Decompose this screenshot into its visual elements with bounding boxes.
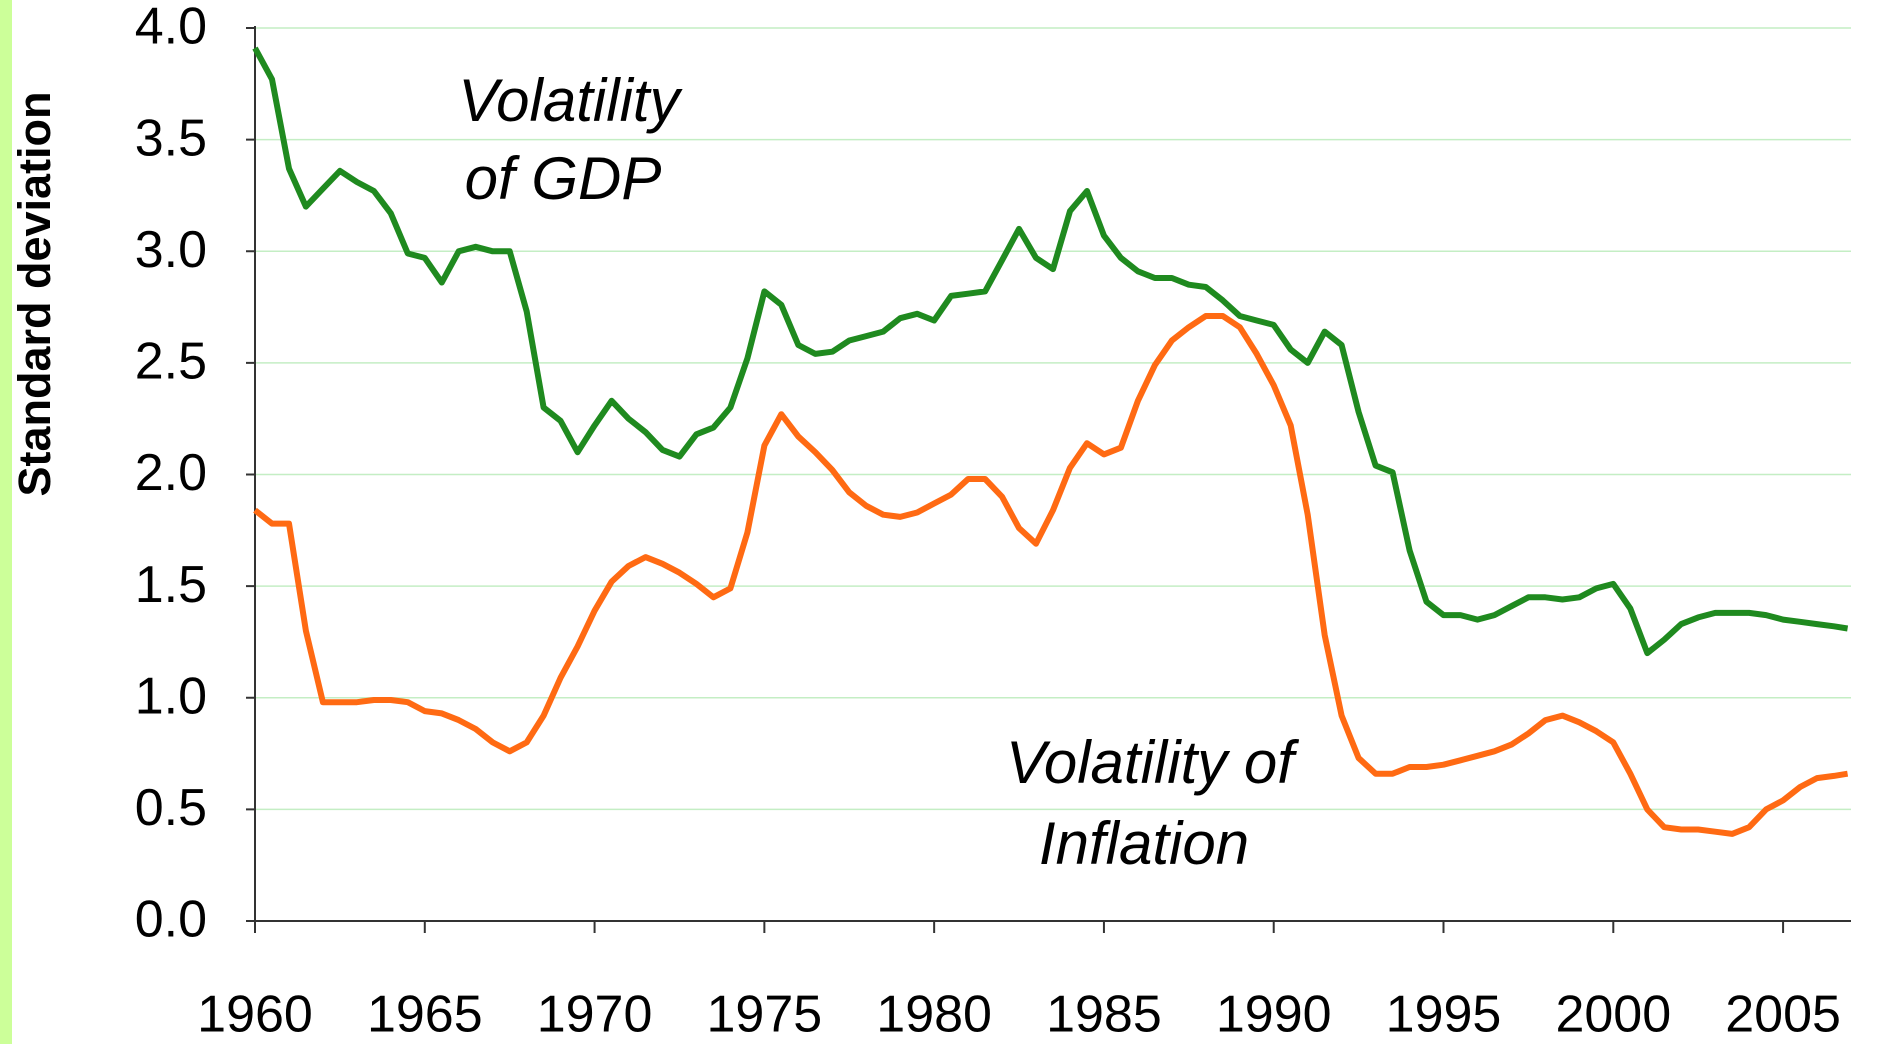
x-tick-label: 2000: [1555, 986, 1671, 1044]
y-tick-label: 4.0: [135, 0, 207, 56]
annotation: Inflation: [1039, 810, 1249, 877]
y-tick-label: 2.0: [135, 444, 207, 502]
y-tick-label: 0.5: [135, 779, 207, 837]
series-line: [253, 313, 1849, 837]
x-tick-label: 1985: [1046, 986, 1162, 1044]
y-tick-label: 0.0: [135, 891, 207, 949]
series-line: [252, 46, 1849, 657]
y-tick-label: 3.0: [135, 221, 207, 279]
y-tick-label: 2.5: [135, 333, 207, 391]
x-tick-label: 1960: [197, 986, 313, 1044]
x-tick-label: 1995: [1386, 986, 1502, 1044]
x-tick-label: 1975: [707, 986, 823, 1044]
y-tick-label: 1.0: [135, 667, 207, 725]
x-tick-label: 1980: [876, 986, 992, 1044]
annotation: of GDP: [465, 145, 662, 212]
x-tick-label: 2005: [1725, 986, 1841, 1044]
y-tick-label: 1.5: [135, 556, 207, 614]
x-tick-label: 1965: [367, 986, 483, 1044]
annotation: Volatility of: [1006, 729, 1299, 796]
y-tick-label: 3.5: [135, 109, 207, 167]
x-tick-label: 1970: [537, 986, 653, 1044]
annotation: Volatility: [458, 67, 683, 134]
x-tick-label: 1990: [1216, 986, 1332, 1044]
y-axis-label: Standard deviation: [9, 91, 60, 496]
side-band: [0, 0, 12, 1044]
